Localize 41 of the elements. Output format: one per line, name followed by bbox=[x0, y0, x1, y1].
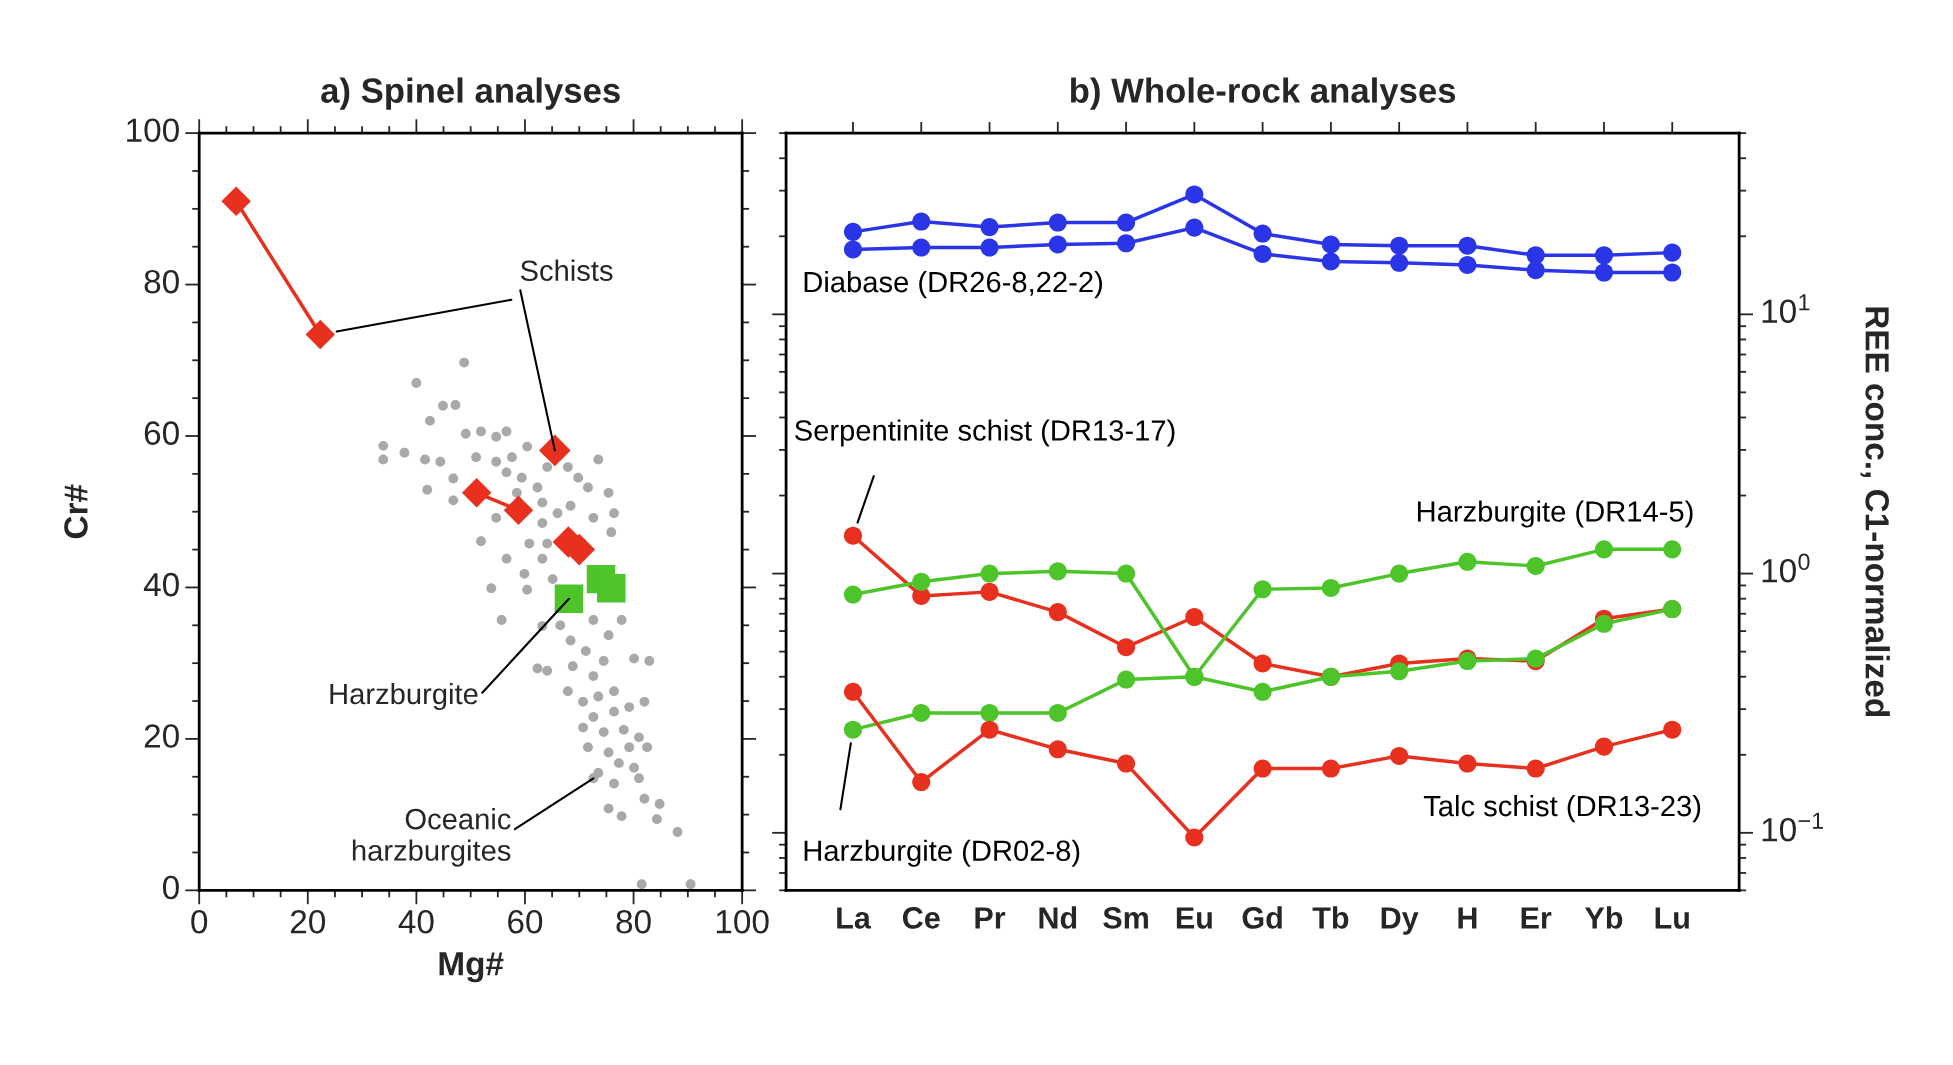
chart-title: a) Spinel analyses bbox=[321, 77, 620, 110]
text: Harzburgite (DR02-8) bbox=[804, 839, 1080, 867]
y-tick-label: 40 bbox=[143, 572, 179, 597]
x-tick-label: Ce bbox=[902, 907, 940, 929]
x-tick-label: 100 bbox=[716, 909, 769, 934]
x-tick-label: Nd bbox=[1039, 906, 1077, 929]
x-tick-label: Sm bbox=[1103, 907, 1148, 929]
x-tick-label: Yb bbox=[1584, 906, 1623, 929]
y-tick-label: 60 bbox=[144, 421, 179, 445]
x-tick-label: Lu bbox=[1655, 907, 1689, 929]
y-tick-label: 100 bbox=[127, 118, 179, 143]
y-tick-label: 10$^{−1}$ bbox=[1762, 812, 1823, 842]
x-tick-label: Er bbox=[1521, 907, 1552, 929]
y-tick-label: 0 bbox=[162, 875, 179, 900]
x-tick-label: 60 bbox=[508, 909, 543, 934]
series-label: Talc schist (DR13-23) bbox=[1423, 794, 1701, 823]
x-axis-title: Mg# bbox=[439, 952, 504, 983]
y-tick-label: 20 bbox=[144, 724, 179, 748]
x-tick-label: 20 bbox=[290, 909, 326, 934]
series-label: Harzburgite (DR14-5) bbox=[1417, 500, 1693, 528]
chart-title: b) Whole-rock analyses bbox=[1071, 77, 1456, 110]
series-label: Diabase (DR26-8,22-2) bbox=[804, 270, 1102, 299]
x-tick-label: La bbox=[837, 907, 872, 929]
x-tick-label: Gd bbox=[1242, 906, 1282, 929]
y-tick-label: 80 bbox=[144, 269, 179, 294]
x-tick-label: Pr bbox=[975, 907, 1006, 929]
x-tick-label: Tb bbox=[1312, 906, 1349, 929]
x-tick-label: H bbox=[1458, 907, 1477, 929]
annotation: Harzburgite bbox=[330, 682, 478, 711]
x-tick-label: 40 bbox=[398, 909, 434, 934]
x-tick-label: Eu bbox=[1176, 907, 1212, 929]
y-tick-label: 10$^{0}$ bbox=[1762, 553, 1810, 583]
y-axis-title: REE conc., C1-normalized bbox=[1860, 307, 1890, 717]
annotation: Oceanic harzburgites bbox=[352, 808, 511, 867]
y-axis-title: Cr# bbox=[64, 484, 88, 539]
x-tick-label: Dy bbox=[1381, 907, 1419, 935]
x-tick-label: 80 bbox=[616, 909, 651, 934]
y-tick-label: 10$^{1}$ bbox=[1762, 294, 1810, 323]
x-tick-label: 0 bbox=[191, 909, 208, 934]
annotation: Schists bbox=[520, 259, 613, 282]
text: Serpentinite schist (DR13-17) bbox=[795, 419, 1175, 447]
